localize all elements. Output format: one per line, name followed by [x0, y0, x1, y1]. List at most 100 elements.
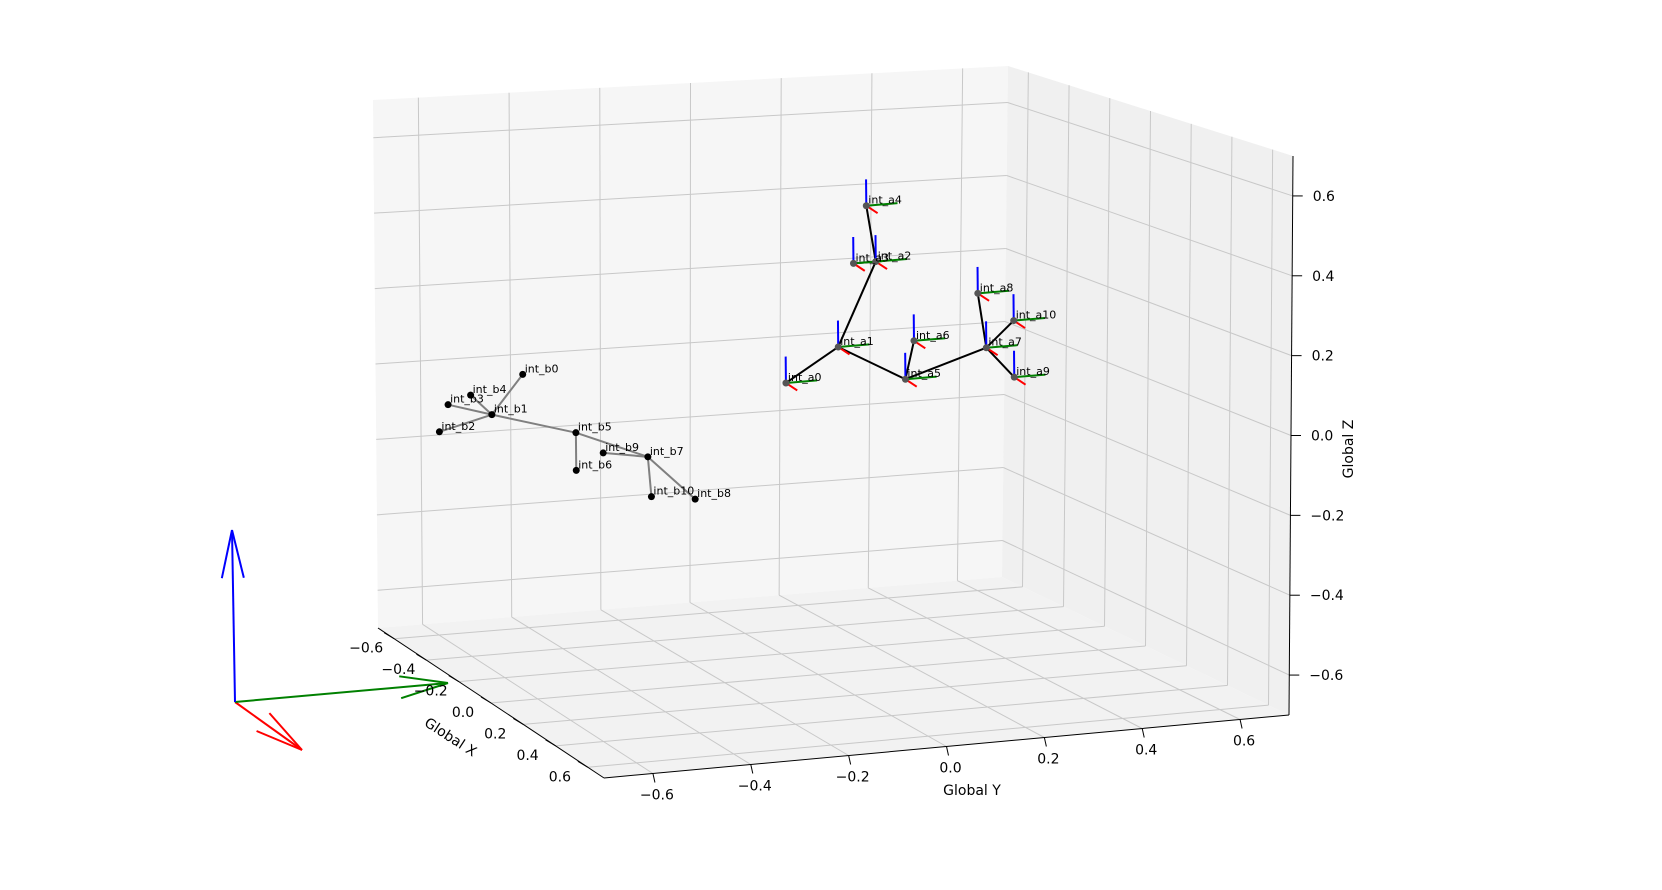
joint-int_b10 — [647, 493, 655, 501]
bone-int_a1-int_a2 — [837, 261, 877, 348]
y-axis-label: Global Y — [943, 783, 1001, 799]
x-tick-label: −0.4 — [381, 662, 415, 678]
joint-int_a3 — [849, 259, 857, 267]
bone-int_b0-int_b1 — [491, 373, 524, 416]
grid-line-floor-y — [868, 587, 1143, 729]
joint-label-int_a9: int_a9 — [1016, 365, 1050, 378]
grid-line-rightwall-x — [1227, 136, 1233, 686]
joint-label-int_b10: int_b10 — [653, 485, 694, 498]
joint-label-int_a7: int_a7 — [988, 336, 1022, 349]
frame-y-int_a4 — [866, 202, 898, 207]
y-tick-label: −0.2 — [836, 770, 870, 786]
z-tick-label: 0.2 — [1312, 349, 1334, 365]
bone-int_a2-int_a4 — [865, 205, 877, 262]
joint-int_a8 — [974, 289, 982, 297]
grid-line-leftwall-z — [374, 175, 1007, 214]
y-tick — [652, 773, 656, 783]
x-tick-label: 0.4 — [516, 748, 538, 764]
grid-line-leftwall-y — [778, 78, 782, 596]
joint-label-int_b1: int_b1 — [494, 403, 528, 416]
joint-int_b8 — [691, 495, 699, 503]
y-tick-label: 0.0 — [939, 761, 961, 777]
joint-int_b4 — [467, 391, 475, 399]
bone-int_b7-int_b10 — [646, 456, 653, 497]
x-tick — [416, 653, 427, 661]
frame-y-int_a0 — [785, 379, 818, 384]
origin-z-arrow-head-b — [220, 529, 233, 579]
origin-z-arrow-head-a — [231, 529, 245, 579]
joint-int_b3 — [444, 401, 452, 409]
joint-int_a6 — [910, 337, 918, 345]
x-tick — [545, 739, 556, 747]
z-tick-label: −0.6 — [1309, 668, 1343, 684]
z-axis-label: Global Z — [1341, 420, 1357, 479]
x-tick — [577, 760, 589, 768]
joint-int_a10 — [1010, 317, 1018, 325]
y-tick — [750, 764, 754, 774]
frame-y-int_a9 — [1014, 373, 1046, 379]
origin-x-arrow-shaft — [234, 701, 303, 751]
joint-label-int_a10: int_a10 — [1016, 309, 1057, 322]
joint-label-int_a6: int_a6 — [916, 329, 950, 342]
grid-line-leftwall-y — [956, 68, 964, 581]
frame-y-int_a5 — [905, 375, 937, 381]
bone-int_b1-int_b3 — [447, 403, 493, 416]
x-tick — [480, 696, 492, 704]
frame-y-int_a1 — [838, 343, 870, 348]
joint-int_b2 — [435, 428, 443, 436]
bone-int_b1-int_b4 — [469, 394, 493, 416]
joint-label-int_b6: int_b6 — [578, 458, 612, 471]
origin-frame — [220, 529, 449, 751]
joint-int_b7 — [644, 453, 652, 461]
bone-int_a0-int_a1 — [785, 346, 839, 384]
tick-marks — [383, 195, 1303, 783]
joint-label-int_a3: int_a3 — [855, 251, 889, 264]
origin-z-arrow-shaft — [231, 529, 236, 703]
grid-line-floor-y — [689, 602, 947, 747]
grid-line-rightwall-z — [1006, 175, 1293, 277]
joint-int_a7 — [982, 344, 990, 352]
joint-label-int_b3: int_b3 — [450, 393, 484, 406]
y-tick-label: 0.4 — [1135, 743, 1157, 759]
joint-label-int_b2: int_b2 — [441, 420, 475, 433]
origin-x-arrow-head-a — [256, 730, 303, 751]
bone-int_b1-int_b2 — [439, 413, 493, 433]
y-tick — [1239, 719, 1243, 729]
bone-int_b7-int_b8 — [647, 456, 696, 500]
frame-y-int_a7 — [986, 344, 1018, 349]
x-tick-label: 0.2 — [484, 726, 506, 742]
y-tick-label: −0.4 — [738, 779, 772, 795]
joint-label-int_b7: int_b7 — [650, 445, 684, 458]
x-tick — [513, 717, 524, 725]
x-tick-label: 0.0 — [452, 705, 474, 721]
grid-line-leftwall-z — [375, 321, 1006, 365]
bone-int_a1-int_a5 — [837, 346, 906, 381]
origin-y-arrow-shaft — [234, 682, 449, 703]
bone-int_a7-int_a8 — [976, 293, 988, 348]
origin-y-arrow-head-b — [399, 675, 449, 684]
y-tick — [848, 755, 852, 765]
z-tick-label: 0.4 — [1312, 269, 1334, 285]
z-tick-label: −0.2 — [1310, 508, 1344, 524]
x-tick — [448, 675, 459, 683]
y-tick — [946, 746, 949, 756]
y-tick — [1043, 737, 1047, 747]
joint-int_a2 — [872, 258, 880, 266]
origin-x-arrow-head-b — [268, 712, 303, 751]
x-tick-label: −0.6 — [349, 641, 383, 657]
joint-label-int_b8: int_b8 — [697, 487, 731, 500]
bone-int_a7-int_a9 — [985, 347, 1015, 378]
skeleton-bones — [439, 205, 1015, 500]
grid-line-rightwall-z — [1004, 321, 1292, 436]
bone-int_a5-int_a7 — [905, 346, 987, 381]
bone-int_a5-int_a6 — [904, 340, 915, 380]
joint-label-int_a8: int_a8 — [980, 281, 1014, 294]
y-tick — [1141, 728, 1145, 738]
frame-y-int_a6 — [913, 337, 946, 342]
y-tick-label: −0.6 — [640, 788, 674, 804]
grid-line-rightwall-z — [1005, 248, 1292, 357]
grid-line-rightwall-z — [1007, 102, 1293, 197]
origin-y-arrow-head-a — [400, 682, 449, 700]
grid-line-leftwall-z — [374, 248, 1006, 290]
grid-line-leftwall-y — [867, 73, 873, 588]
